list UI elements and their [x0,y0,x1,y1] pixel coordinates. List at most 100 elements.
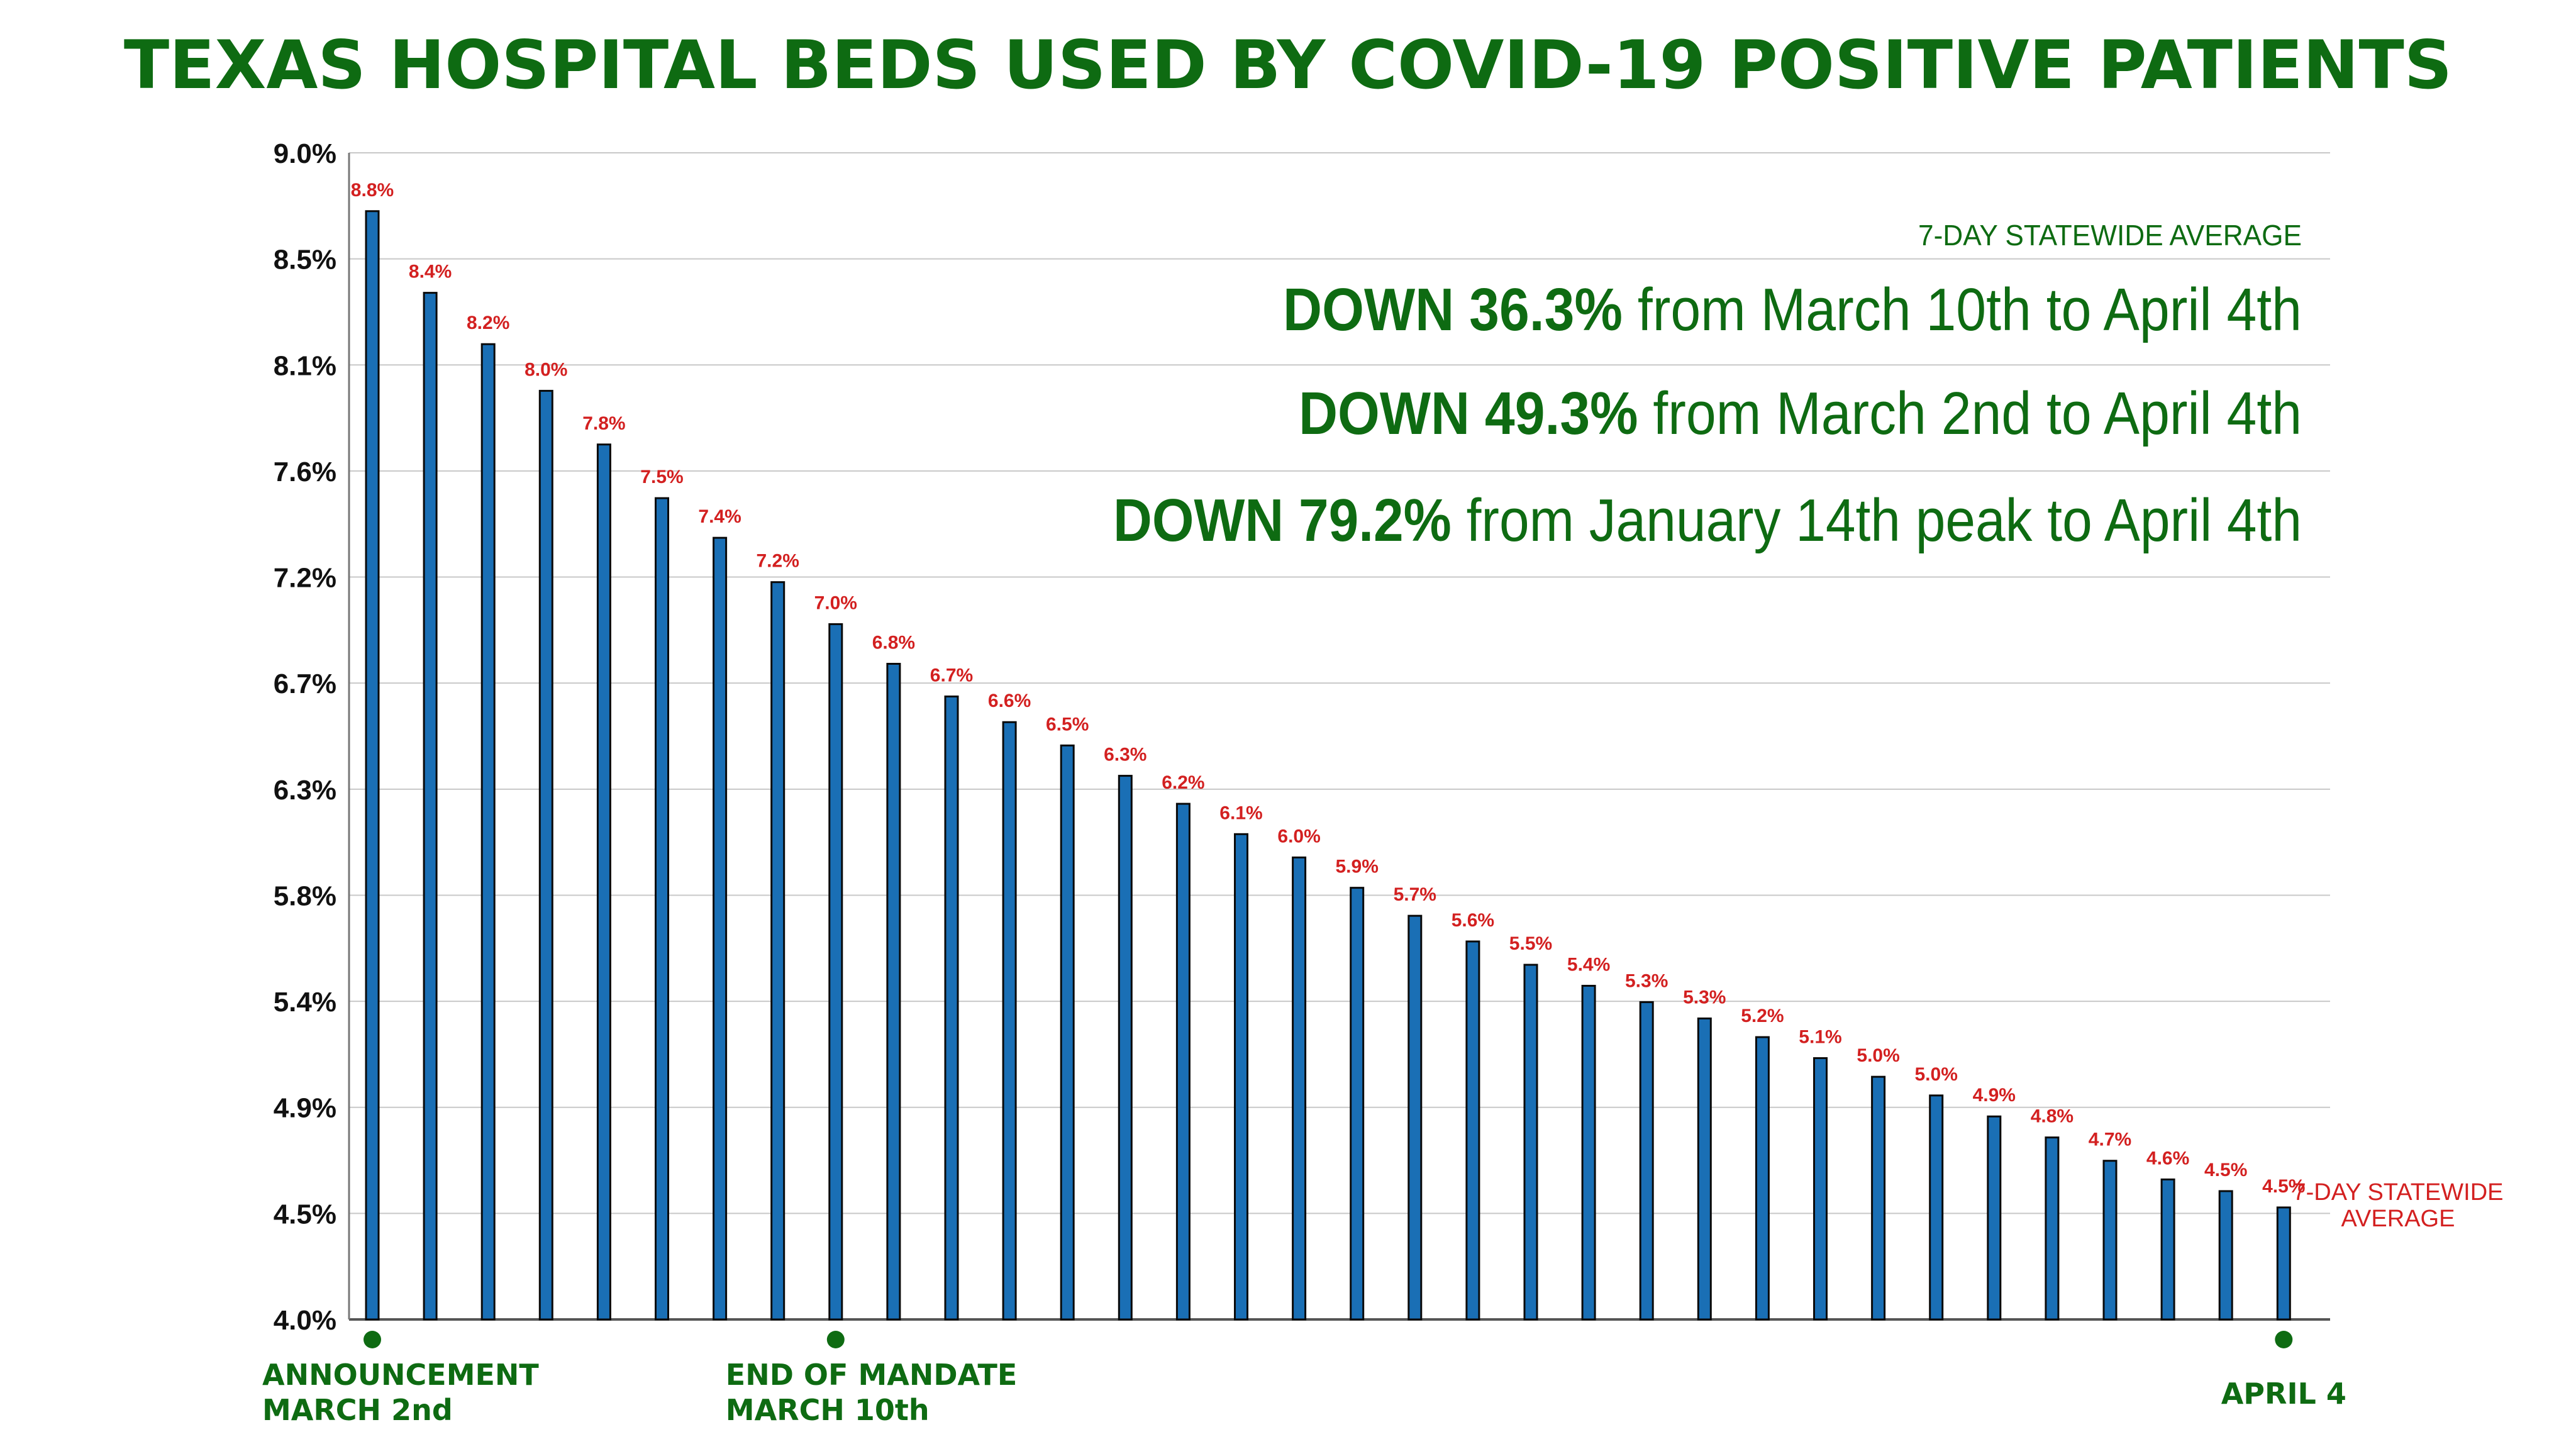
y-tick-label: 5.4% [274,987,336,1018]
summary-line-bold: DOWN 36.3% [1283,276,1638,343]
data-label: 5.3% [1683,987,1726,1008]
bar [1002,721,1017,1321]
marker-label: END OF MANDATE [726,1358,1018,1392]
marker-dot [2275,1331,2293,1348]
data-label: 5.0% [1857,1045,1899,1066]
summary-line-bold: DOWN 79.2% [1113,487,1467,554]
bar [713,536,728,1321]
data-label: 4.5% [2262,1176,2305,1197]
bar [2218,1190,2233,1321]
y-tick-label: 7.6% [274,457,336,487]
bar [828,623,843,1321]
y-tick-label: 9.0% [274,138,336,169]
gridlines [348,152,2330,1321]
bar [2102,1160,2118,1321]
data-label: 5.3% [1625,970,1668,991]
data-label: 4.9% [1973,1085,2016,1106]
bar [1697,1017,1712,1321]
y-tick-label: 4.0% [274,1305,336,1336]
data-label: 4.7% [2089,1130,2131,1150]
marker-label: MARCH 2nd [262,1393,453,1427]
bar [655,497,669,1321]
bar [2276,1206,2291,1321]
summary-subtitle: 7-DAY STATEWIDE AVERAGE [1918,219,2302,252]
data-label: 7.4% [698,506,741,527]
y-tick-label: 7.2% [274,563,336,594]
summary-line-rest: from March 10th to April 4th [1638,276,2302,343]
summary-line-rest: from March 2nd to April 4th [1653,380,2302,447]
summary-line: DOWN 79.2% from January 14th peak to Apr… [1113,487,2302,554]
y-tick-label: 8.5% [274,245,336,275]
summary-line-rest: from January 14th peak to April 4th [1467,487,2302,554]
data-label: 6.3% [1104,745,1146,765]
data-label: 4.8% [2031,1106,2074,1127]
data-label: 5.6% [1452,910,1494,931]
bar [1175,802,1191,1321]
bar [1871,1075,1886,1321]
data-label: 5.4% [1567,954,1610,975]
data-label: 7.2% [757,551,799,572]
data-label: 5.0% [1915,1064,1958,1085]
bar [1118,775,1133,1321]
bar [886,662,901,1321]
data-label: 6.6% [988,691,1031,711]
marker-label: MARCH 10th [726,1393,930,1427]
bar [365,210,380,1321]
bar [1929,1094,1944,1321]
y-tick-label: 8.1% [274,350,336,381]
data-label: 8.0% [525,359,567,380]
y-tick-label: 5.8% [274,880,336,911]
bar [1350,887,1365,1321]
marker-label: ANNOUNCEMENT [262,1358,539,1392]
data-label: 8.2% [467,313,509,333]
data-label: 5.7% [1394,884,1436,905]
marker-label: APRIL 4 [2221,1377,2346,1411]
bar [1465,940,1480,1321]
marker-dot [826,1331,845,1348]
summary-box: 7-DAY STATEWIDE AVERAGE DOWN 36.3% from … [1113,219,2302,554]
data-label: 4.5% [2204,1160,2247,1180]
bar [1755,1036,1770,1321]
y-tick-label: 6.7% [274,669,336,699]
summary-line: DOWN 49.3% from March 2nd to April 4th [1299,380,2302,447]
bar [1292,856,1307,1321]
data-label: 5.5% [1509,933,1552,954]
y-tick-label: 4.9% [274,1093,336,1124]
bar [1639,1001,1654,1321]
bars [365,210,2291,1321]
data-label: 6.5% [1046,714,1089,735]
data-label: 4.6% [2146,1148,2189,1169]
data-label: 7.8% [582,413,625,434]
data-label: 6.0% [1277,826,1320,847]
data-label: 7.0% [814,592,857,613]
summary-line-bold: DOWN 49.3% [1299,380,1653,447]
y-tick-label: 6.3% [274,775,336,806]
bar [1060,744,1075,1321]
data-label: 6.1% [1219,802,1262,823]
data-label: 6.8% [872,632,915,653]
bar [596,443,611,1321]
bar [1581,984,1596,1321]
data-label: 7.5% [640,467,683,487]
chart-title: TEXAS HOSPITAL BEDS USED BY COVID-19 POS… [124,26,2452,104]
data-label: 5.1% [1799,1026,1841,1047]
bar [1813,1057,1828,1321]
bar [1407,914,1423,1321]
bar [1987,1115,2002,1321]
summary-line: DOWN 36.3% from March 10th to April 4th [1283,276,2302,343]
data-label: 8.8% [351,180,394,201]
data-label: 6.2% [1162,772,1204,793]
bar [2160,1178,2175,1321]
bar [538,389,553,1321]
bar [2045,1136,2060,1321]
data-label: 8.4% [409,262,452,282]
y-tick-label: 4.5% [274,1199,336,1230]
data-labels: 8.8% 8.4% 8.2% 8.0% 7.8% 7.5% 7.4% 7.2% 7.0% 6.8%… [351,180,2306,1197]
bar [944,695,959,1321]
end-note-line: AVERAGE [2341,1206,2455,1232]
bar [423,292,438,1321]
bar [770,581,786,1321]
